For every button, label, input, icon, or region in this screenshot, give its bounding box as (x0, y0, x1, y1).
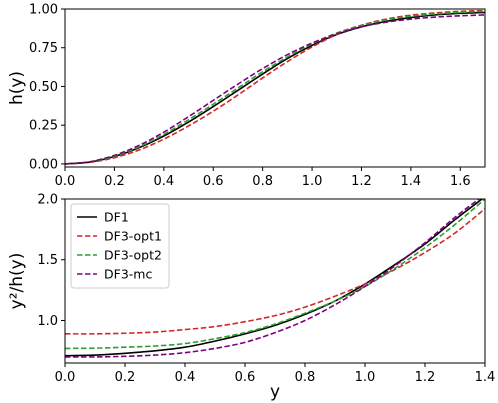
x-tick-label: 0.0 (55, 370, 76, 385)
y-tick-label: 0.50 (29, 80, 58, 95)
y2-over-h-series-group (65, 199, 485, 358)
h-of-y-x-ticks: 0.0 0.2 0.4 0.6 0.8 1.0 1.2 1.4 1.6 (55, 167, 471, 189)
legend-entries: DF1 DF3-opt1 DF3-opt2 DF3-mc (77, 210, 162, 282)
legend-label-df3-opt1: DF3-opt1 (104, 229, 162, 244)
x-tick-label: 1.4 (401, 174, 422, 189)
x-tick-label: 1.4 (475, 370, 496, 385)
legend-box (70, 203, 170, 289)
legend: DF1 DF3-opt1 DF3-opt2 DF3-mc (70, 203, 170, 289)
series-line-df3-mc (65, 199, 480, 358)
x-tick-label: 0.8 (295, 370, 316, 385)
x-tick-label: 1.6 (450, 174, 471, 189)
y-tick-label: 1.5 (37, 253, 58, 268)
series-line-df3-mc (65, 14, 485, 165)
x-tick-label: 0.4 (153, 174, 174, 189)
y2-over-h-y-axis-label: y²/h(y) (7, 253, 27, 310)
x-tick-label: 0.6 (235, 370, 256, 385)
x-tick-label: 0.2 (104, 174, 125, 189)
series-line-df3-opt2 (65, 10, 485, 165)
x-tick-label: 0.6 (203, 174, 224, 189)
h-of-y-series-group (65, 9, 485, 165)
legend-label-df1: DF1 (104, 210, 129, 225)
x-tick-label: 1.0 (355, 370, 376, 385)
series-line-df3-opt1 (65, 9, 485, 165)
y-tick-label: 0.25 (29, 119, 58, 134)
x-tick-label: 0.2 (115, 370, 136, 385)
y2-over-h-x-axis-label: y (270, 382, 280, 402)
x-tick-label: 0.8 (252, 174, 273, 189)
legend-label-df3-mc: DF3-mc (104, 267, 152, 282)
y2-over-h-x-ticks: 0.0 0.2 0.4 0.6 0.8 1.0 1.2 1.4 (55, 363, 496, 385)
x-tick-label: 0.0 (55, 174, 76, 189)
y-tick-label: 1.0 (37, 314, 58, 329)
series-line-df1 (65, 11, 485, 165)
y2-over-h-axes-frame (64, 198, 486, 364)
h-of-y-y-axis-label: h(y) (7, 71, 27, 105)
y-tick-label: 0.00 (29, 157, 58, 172)
y-tick-label: 1.00 (29, 3, 58, 18)
x-tick-label: 0.4 (175, 370, 196, 385)
series-line-df3-opt1 (65, 208, 485, 335)
h-of-y-panel: 0.0 0.2 0.4 0.6 0.8 1.0 1.2 1.4 1.6 0.00 0.25 0.50… (7, 3, 486, 189)
y2-over-h-y-ticks: 1.0 1.5 2.0 (37, 193, 65, 329)
y-tick-label: 2.0 (37, 193, 58, 208)
x-tick-label: 1.0 (302, 174, 323, 189)
h-of-y-y-ticks: 0.00 0.25 0.50 0.75 1.00 (29, 3, 65, 172)
x-tick-label: 1.2 (351, 174, 372, 189)
y2-over-h-panel: 0.0 0.2 0.4 0.6 0.8 1.0 1.2 1.4 1.0 1.5 2.0 y²/h(… (7, 193, 495, 403)
y-tick-label: 0.75 (29, 41, 58, 56)
x-tick-label: 1.2 (415, 370, 436, 385)
series-line-df3-opt2 (65, 199, 485, 350)
legend-label-df3-opt2: DF3-opt2 (104, 248, 162, 263)
h-of-y-axes-frame (64, 8, 486, 168)
